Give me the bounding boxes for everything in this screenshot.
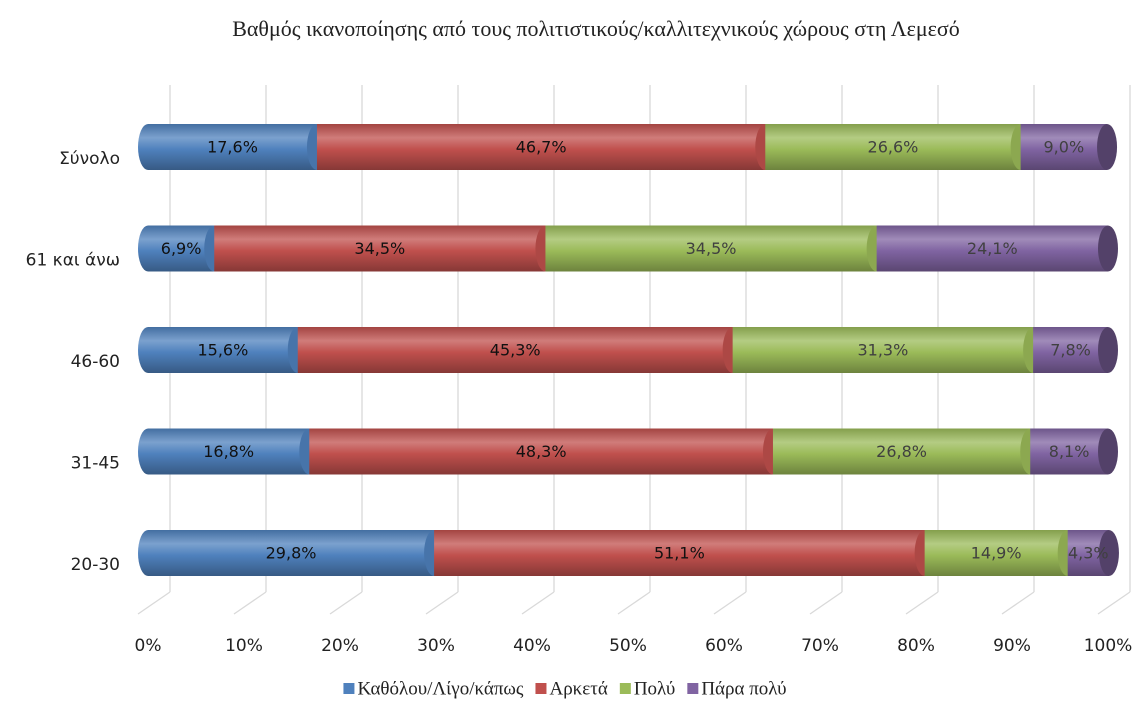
data-label: 16,8% [203, 442, 254, 461]
grid-line [521, 591, 555, 615]
grid-line [137, 591, 171, 615]
bar-cap [1097, 124, 1118, 170]
bar-cap [1098, 225, 1118, 272]
legend: Καθόλου/Λίγο/κάπως Αρκετά Πολύ Πάρα πολύ [343, 678, 787, 699]
bar [924, 530, 1068, 576]
bar-cap [1098, 327, 1118, 373]
grid-line [329, 591, 363, 615]
bar [732, 327, 1034, 373]
legend-label: Πάρα πολύ [701, 678, 786, 699]
x-tick-label: 0% [135, 636, 162, 656]
bar [1030, 428, 1108, 475]
legend-swatch [343, 683, 355, 694]
bar [316, 124, 766, 170]
data-label: 9,0% [1044, 138, 1085, 157]
bar-cap [1098, 428, 1118, 475]
legend-label: Πολύ [634, 678, 676, 699]
y-tick-label: 61 και άνω [26, 251, 120, 271]
bar [148, 124, 317, 170]
x-tick-label: 70% [801, 636, 839, 656]
chart-title: Βαθμός ικανοποίησης από τους πολιτιστικο… [232, 16, 960, 41]
bar [297, 327, 733, 373]
data-label: 26,6% [868, 138, 919, 157]
bar [772, 428, 1031, 475]
x-tick-label: 20% [321, 636, 359, 656]
bar [545, 225, 877, 272]
grid-line [809, 591, 843, 615]
data-label: 26,8% [876, 442, 927, 461]
data-label: 29,8% [266, 544, 317, 563]
data-label: 34,5% [686, 239, 737, 258]
data-label: 34,5% [354, 239, 405, 258]
x-tick-label: 40% [513, 636, 551, 656]
data-label: 17,6% [207, 138, 258, 157]
x-tick-label: 90% [993, 636, 1031, 656]
grid-line [905, 591, 939, 615]
bar [214, 225, 546, 272]
bar [1033, 327, 1108, 373]
bar [148, 225, 215, 272]
grid-line [713, 591, 747, 615]
bar-cap [1098, 530, 1119, 576]
bar [434, 530, 925, 576]
data-label: 14,9% [971, 544, 1022, 563]
bar [148, 530, 435, 576]
bar [1020, 124, 1108, 170]
legend-label: Καθόλου/Λίγο/κάπως [357, 678, 523, 699]
grid-line [1001, 591, 1035, 615]
bar [876, 225, 1108, 272]
legend-swatch [687, 683, 699, 694]
data-label: 51,1% [654, 544, 705, 563]
grid-line [617, 591, 651, 615]
grid-line [1097, 591, 1131, 615]
legend-swatch [619, 683, 631, 694]
data-label: 6,9% [161, 239, 202, 258]
x-tick-label: 10% [225, 636, 263, 656]
x-tick-label: 80% [897, 636, 935, 656]
data-label: 24,1% [967, 239, 1018, 258]
x-tick-label: 60% [705, 636, 743, 656]
data-label: 4,3% [1068, 544, 1109, 563]
y-tick-label: Σύνολο [59, 149, 120, 169]
bar [148, 327, 298, 373]
legend-label: Αρκετά [549, 678, 607, 699]
data-label: 15,6% [197, 341, 248, 360]
data-label: 7,8% [1050, 341, 1091, 360]
legend-swatch [535, 683, 547, 694]
grid-line [233, 591, 267, 615]
grid-line [425, 591, 459, 615]
data-label: 48,3% [516, 442, 567, 461]
bar [309, 428, 773, 475]
data-label: 45,3% [490, 341, 541, 360]
y-tick-label: 46-60 [71, 352, 120, 372]
bar [148, 428, 310, 475]
x-tick-label: 50% [609, 636, 647, 656]
data-label: 46,7% [516, 138, 567, 157]
data-label: 31,3% [857, 341, 908, 360]
x-tick-label: 100% [1084, 636, 1132, 656]
y-tick-label: 20-30 [71, 555, 120, 575]
x-tick-label: 30% [417, 636, 455, 656]
data-label: 8,1% [1049, 442, 1090, 461]
bar [765, 124, 1021, 170]
y-tick-label: 31-45 [71, 454, 120, 474]
